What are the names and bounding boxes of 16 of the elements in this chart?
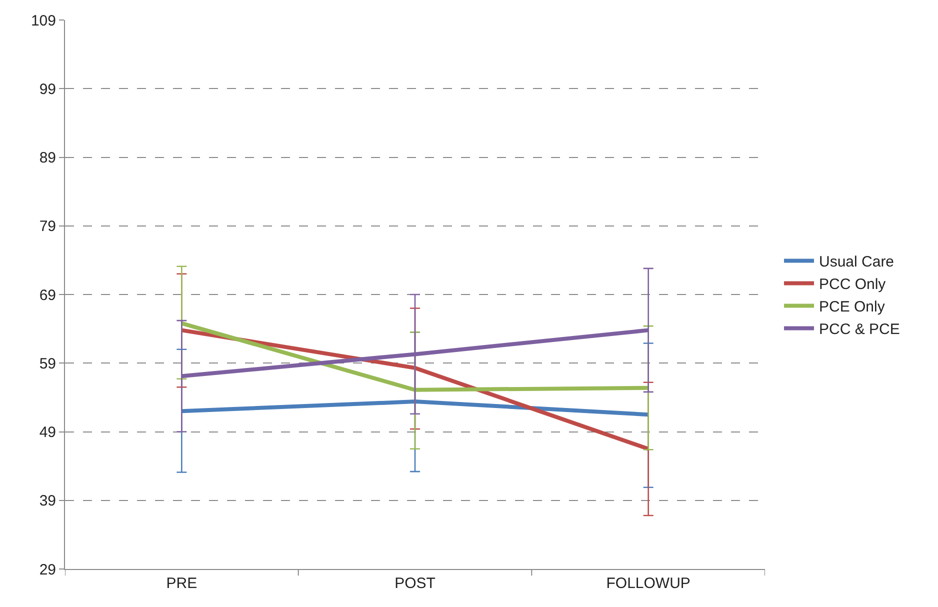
legend-label: PCE Only	[819, 298, 886, 316]
y-tick-label: 59	[39, 355, 56, 372]
y-tick-label: 99	[39, 80, 56, 98]
y-tick-label: 39	[39, 492, 56, 510]
legend-label: Usual Care	[819, 254, 894, 271]
y-tick-label: 29	[39, 561, 56, 578]
y-tick-label: 69	[39, 286, 56, 304]
y-tick-label: 49	[39, 424, 56, 441]
x-tick-label: POST	[394, 575, 436, 592]
legend-label: PCC Only	[819, 276, 886, 294]
y-tick-label: 79	[39, 218, 56, 236]
legend-label: PCC & PCE	[819, 321, 900, 338]
y-tick-label: 109	[30, 12, 56, 30]
x-tick-label: PRE	[166, 575, 198, 592]
y-tick-label: 89	[39, 150, 56, 166]
x-tick-label: FOLLOWUP	[606, 575, 690, 592]
